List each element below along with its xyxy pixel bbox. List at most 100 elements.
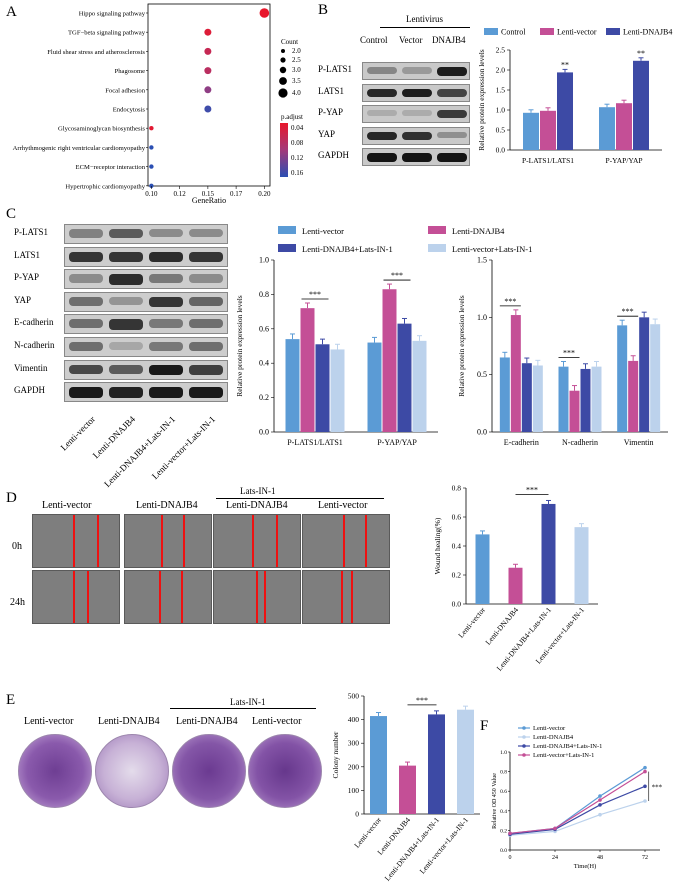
bar [633, 60, 649, 150]
x-tick-label: 0.15 [202, 190, 215, 198]
panel-label-c: C [6, 206, 17, 222]
y-tick-label: 0.5 [477, 370, 487, 379]
significance-label: ** [637, 49, 645, 58]
blot-band [149, 229, 183, 238]
panel-c-blot: P-LATS1 LATS1 P-YAP YAP E-cadherin N-cadherin… [0, 216, 230, 489]
growth-curve-point [598, 803, 602, 807]
blot-row-label: P-LATS1 [318, 64, 353, 74]
enrichment-dot [204, 105, 212, 113]
category-label: Lenti-vector [352, 815, 383, 850]
wound-edge-line [97, 515, 99, 567]
blot-row-label: YAP [318, 128, 336, 139]
lentivirus-line [380, 27, 470, 28]
growth-curve-point [643, 784, 647, 789]
blot-band [189, 342, 223, 351]
x-tick-label: 72 [642, 855, 648, 861]
wound-image [302, 570, 390, 624]
blot-row-label: P-YAP [318, 107, 344, 117]
bar [616, 103, 632, 150]
y-tick-label: 2.5 [496, 46, 506, 55]
growth-curve-point [643, 799, 647, 803]
blot-band [149, 387, 183, 398]
legend-swatch [278, 226, 296, 234]
x-tick-label: 0.17 [230, 190, 243, 198]
x-tick-label: 24 [552, 855, 558, 861]
count-legend-dot [280, 57, 286, 63]
enrichment-dot [204, 67, 212, 75]
legend-swatch [428, 244, 446, 252]
bar [285, 339, 300, 432]
category-label: P-YAP/YAP [605, 156, 642, 165]
count-legend-dot [279, 66, 287, 74]
blot-row-label: E-cadherin [14, 317, 54, 328]
y-tick-label: 400 [348, 715, 360, 724]
category-label: E-cadherin [504, 438, 539, 447]
blot-strip [64, 269, 228, 290]
blot-band [149, 251, 183, 262]
legend-label: Lenti-DNAJB4 [533, 734, 574, 741]
panel-e-col-label: Lenti-vector [24, 716, 74, 727]
blot-band [189, 364, 223, 375]
bar [510, 315, 521, 432]
legend-label: Lenti-vector [533, 725, 566, 732]
y-tick-label: 0.4 [500, 809, 507, 815]
blot-band [109, 251, 143, 262]
wound-edge-line [276, 515, 278, 567]
panel-d-treatment-label: Lats-IN-1 [240, 486, 276, 496]
blot-band [189, 387, 223, 398]
y-tick-label: 0.6 [500, 789, 507, 795]
category-label: P-LATS1/LATS1 [522, 156, 574, 165]
count-legend-dot [278, 88, 288, 98]
blot-band [149, 342, 183, 351]
blot-band [69, 319, 103, 329]
x-tick-label: 48 [597, 855, 603, 861]
bar [580, 368, 591, 432]
blot-row-label: Vimentin [14, 362, 48, 373]
legend-label: Control [501, 28, 526, 37]
blot-band [109, 274, 143, 285]
growth-curve-line [509, 785, 646, 835]
blot-strip [362, 148, 470, 166]
panel-d-col-label: Lenti-DNAJB4 [136, 500, 198, 511]
category-label: N-cadherin [562, 438, 598, 447]
enrichment-dot [149, 145, 154, 150]
blot-row-label: P-YAP [14, 272, 40, 283]
blot-strip [362, 83, 470, 102]
bar [399, 765, 416, 814]
blot-band [437, 88, 467, 97]
y-tick-label: 1.5 [477, 256, 487, 265]
lane-label: Control [360, 35, 388, 45]
bar [523, 112, 539, 150]
enrichment-dot [204, 47, 212, 55]
bar [457, 709, 474, 814]
y-tick-label: 0.0 [500, 848, 507, 854]
enrichment-dot [204, 28, 212, 36]
enrichment-dot [149, 183, 154, 188]
panel-d-chart: 0.0 0.2 0.4 0.6 0.8 Wound healing(%) Lenti-vec… [433, 484, 598, 673]
category-label: P-LATS1/LATS1 [287, 438, 343, 447]
panel-label-e: E [6, 692, 16, 708]
y-tick-label: 0.2 [259, 393, 269, 402]
significance-label: *** [416, 696, 428, 705]
growth-curve-line [509, 771, 646, 834]
blot-band [437, 67, 467, 76]
lentivirus-label: Lentivirus [406, 14, 443, 24]
y-tick-label: 500 [348, 692, 360, 701]
blot-band [367, 131, 397, 141]
legend-marker [522, 735, 526, 739]
blot-band [149, 319, 183, 329]
blot-band [109, 319, 143, 330]
bar [412, 340, 427, 432]
legend-label: Lenti-vector+Lats-IN-1 [533, 752, 594, 759]
blot-band [437, 110, 467, 119]
blot-band [109, 364, 143, 374]
wound-image [302, 514, 390, 568]
blot-band [367, 67, 397, 75]
lane-label: Vector [399, 35, 423, 45]
enrichment-dot [259, 8, 270, 18]
panel-label-b: B [318, 2, 329, 18]
bar [370, 716, 387, 814]
blot-band [109, 342, 143, 350]
blot-band [109, 296, 143, 305]
count-legend-dot [281, 49, 285, 53]
